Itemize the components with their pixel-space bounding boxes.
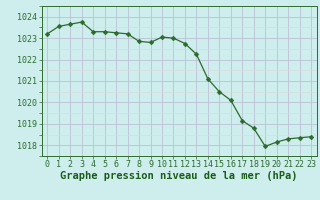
X-axis label: Graphe pression niveau de la mer (hPa): Graphe pression niveau de la mer (hPa) bbox=[60, 171, 298, 181]
